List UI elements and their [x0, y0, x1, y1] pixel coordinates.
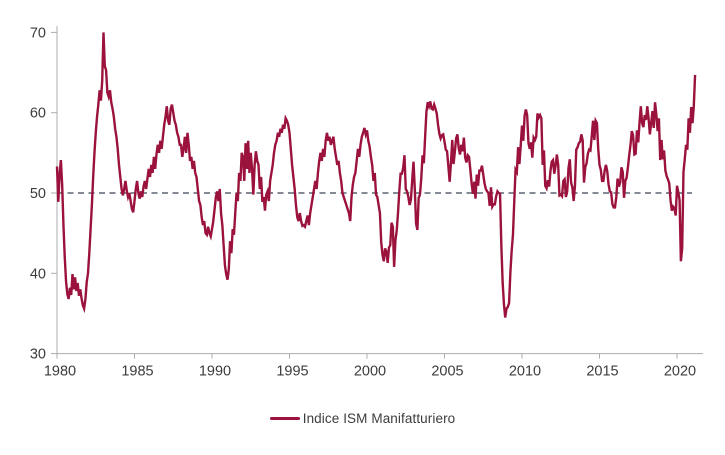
y-tick-label: 60: [30, 106, 46, 122]
x-tick-label: 1995: [276, 364, 308, 380]
x-tick-label: 1990: [199, 364, 231, 380]
y-tick-label: 70: [30, 25, 46, 41]
x-tick-label: 2015: [586, 364, 618, 380]
legend-line-swatch: [269, 416, 300, 421]
x-tick-label: 1985: [121, 364, 153, 380]
x-tick-label: 2010: [509, 364, 541, 380]
y-tick-label: 50: [30, 186, 46, 202]
legend-label: Indice ISM Manifatturiero: [302, 411, 456, 426]
series-line-ism: [55, 32, 697, 318]
y-tick-label: 40: [30, 266, 46, 282]
x-tick-label: 1980: [44, 364, 76, 380]
x-tick-label: 2020: [664, 364, 696, 380]
y-tick-label: 30: [30, 347, 46, 363]
x-tick-label: 2005: [431, 364, 463, 380]
chart-legend: Indice ISM Manifatturiero: [0, 411, 725, 426]
x-tick-label: 2000: [354, 364, 386, 380]
